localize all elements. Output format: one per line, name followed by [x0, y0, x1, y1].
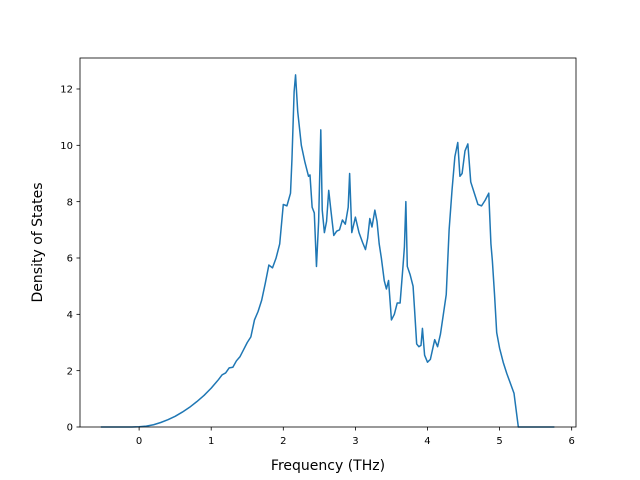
y-tick-label: 2	[67, 366, 73, 377]
x-axis-title: Frequency (THz)	[271, 458, 385, 474]
plot-area	[80, 58, 576, 427]
y-tick-label: 6	[67, 254, 73, 265]
axes-frame	[79, 57, 577, 428]
x-tick-label: 1	[208, 436, 214, 447]
x-tick-label: 5	[496, 436, 502, 447]
y-tick-label: 8	[67, 197, 73, 208]
x-tick-label: 4	[424, 436, 430, 447]
x-tick-label: 6	[568, 436, 574, 447]
y-tick-label: 10	[60, 141, 73, 152]
y-tick-label: 12	[60, 85, 73, 96]
x-tick-label: 0	[136, 436, 142, 447]
y-axis-title: Density of States	[30, 183, 46, 303]
series-line-0	[100, 74, 555, 428]
x-tick-label: 3	[352, 436, 358, 447]
x-tick-label: 2	[280, 436, 286, 447]
series-layer	[100, 74, 555, 428]
y-tick-label: 0	[67, 423, 73, 434]
y-tick-label: 4	[67, 310, 73, 321]
